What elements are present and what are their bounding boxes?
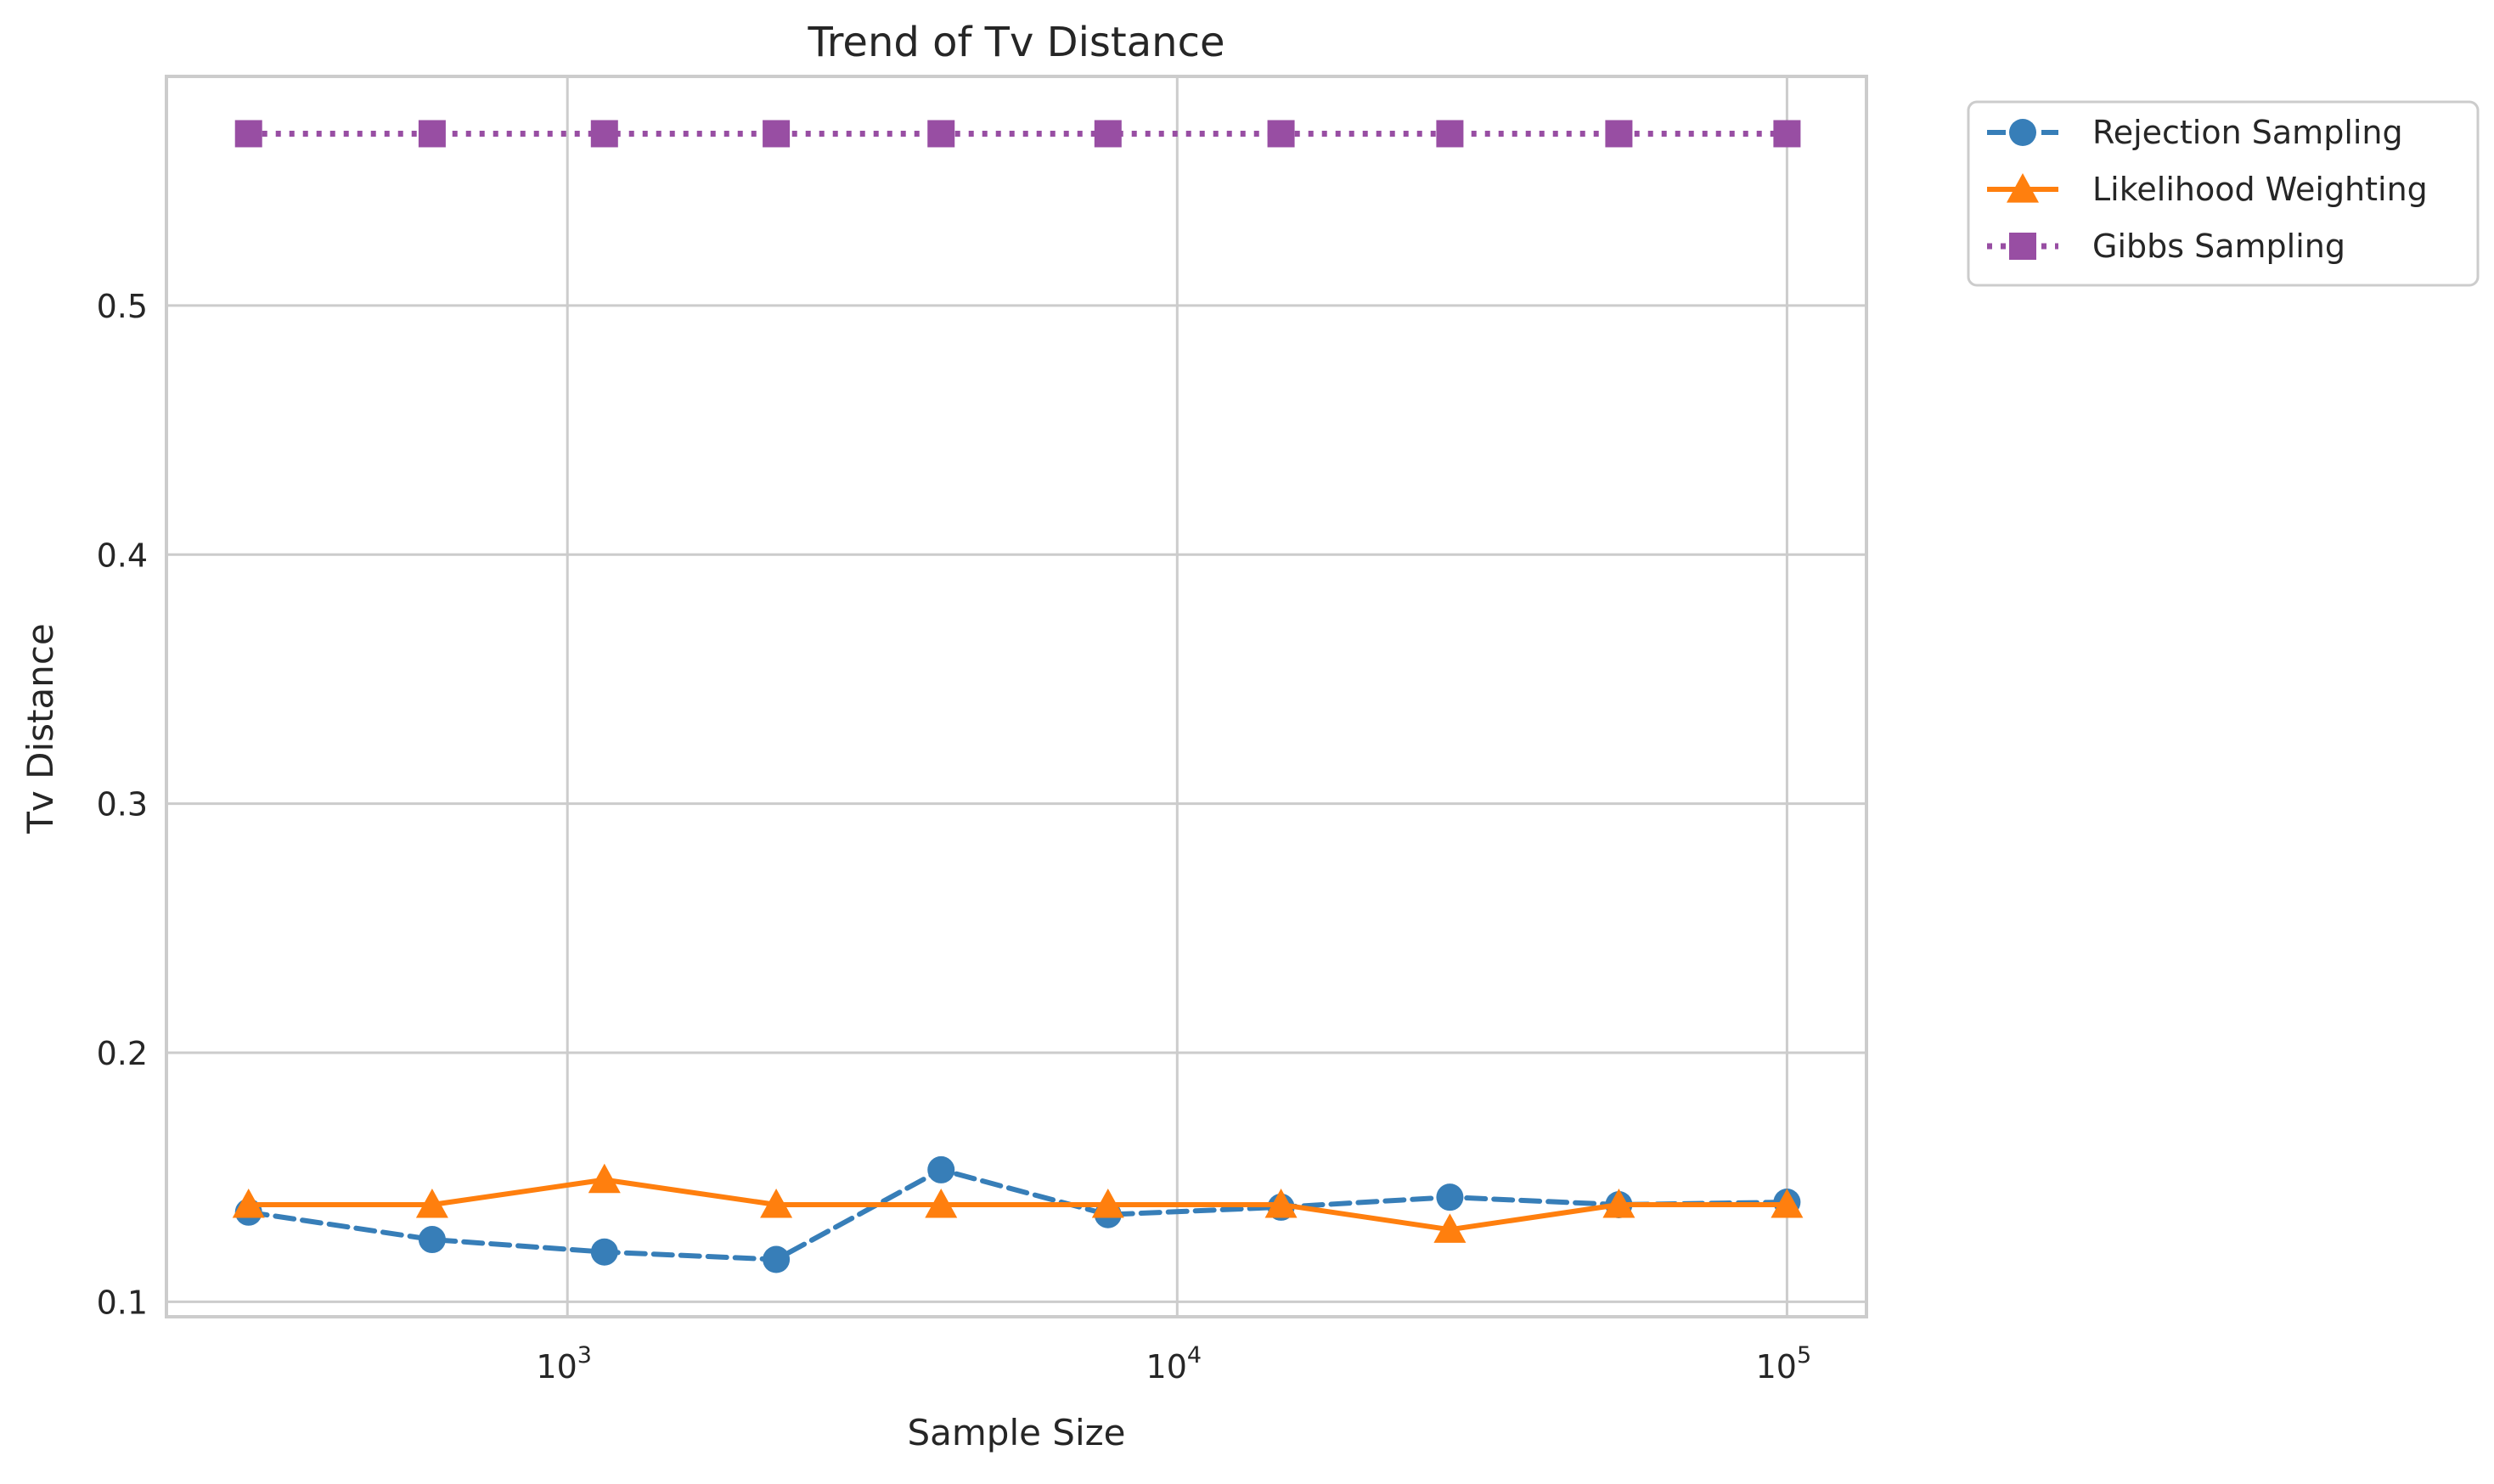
data-point	[1605, 120, 1633, 148]
data-point	[234, 120, 262, 148]
data-point	[925, 1188, 958, 1218]
legend-label: Rejection Sampling	[2092, 114, 2403, 151]
x-tick-base: 10	[536, 1348, 577, 1386]
data-point	[232, 1188, 265, 1218]
x-axis-label: Sample Size	[907, 1412, 1125, 1453]
legend-item: Rejection Sampling	[1987, 114, 2403, 151]
data-point	[418, 1226, 446, 1254]
data-point	[927, 1155, 955, 1183]
series-likelihood-weighting	[232, 1163, 1804, 1243]
legend-item: Likelihood Weighting	[1987, 171, 2428, 208]
y-axis-label: Tv Distance	[20, 623, 61, 835]
series-line	[245, 1166, 1790, 1262]
y-tick-label: 0.3	[97, 786, 148, 824]
legend-marker	[2009, 119, 2036, 146]
y-tick-label: 0.1	[97, 1284, 148, 1321]
chart-title: Trend of Tv Distance	[807, 19, 1224, 66]
data-point	[927, 120, 955, 148]
x-tick-exponent: 3	[577, 1342, 592, 1369]
data-point	[1264, 1188, 1298, 1218]
legend-label: Likelihood Weighting	[2092, 171, 2428, 208]
data-point	[1771, 1188, 1804, 1218]
x-tick-label: 105	[1756, 1342, 1812, 1386]
data-point	[590, 120, 618, 148]
data-point	[1267, 120, 1295, 148]
series-line	[245, 1177, 1790, 1233]
series-gibbs-sampling	[234, 120, 1801, 148]
data-point	[588, 1163, 621, 1194]
x-tick-exponent: 4	[1187, 1342, 1202, 1369]
grid	[166, 76, 1866, 1317]
data-point	[1091, 1188, 1124, 1218]
data-point	[418, 120, 446, 148]
x-tick-label: 103	[536, 1342, 592, 1386]
data-point	[1602, 1188, 1635, 1218]
legend-marker	[2009, 233, 2036, 260]
y-tick-label: 0.4	[97, 537, 148, 574]
data-point	[415, 1188, 448, 1218]
data-point	[763, 120, 791, 148]
data-point	[1436, 1183, 1464, 1211]
x-tick-exponent: 5	[1797, 1342, 1811, 1369]
y-tick-label: 0.5	[97, 288, 148, 325]
data-point	[1433, 1213, 1467, 1243]
legend-box	[1967, 100, 2480, 287]
legend: Rejection Sampling Likelihood Weighting Gi…	[1967, 100, 2480, 287]
x-tick-base: 10	[1756, 1348, 1797, 1386]
legend-marker	[2007, 173, 2039, 203]
plot-area	[166, 76, 1866, 1317]
series-layer	[232, 120, 1804, 1273]
axes-frame	[165, 75, 1868, 1318]
data-point	[760, 1188, 793, 1218]
data-point	[590, 1238, 618, 1266]
legend-item: Gibbs Sampling	[1987, 228, 2345, 265]
data-point	[763, 1245, 791, 1273]
x-tick-base: 10	[1146, 1348, 1187, 1386]
axes-border	[165, 75, 1868, 1318]
data-point	[1094, 120, 1122, 148]
legend-label: Gibbs Sampling	[2092, 228, 2345, 265]
series-rejection-sampling	[234, 1155, 1801, 1273]
data-point	[1773, 120, 1801, 148]
data-point	[1436, 120, 1464, 148]
y-tick-label: 0.2	[97, 1035, 148, 1072]
x-tick-label: 104	[1146, 1342, 1202, 1386]
